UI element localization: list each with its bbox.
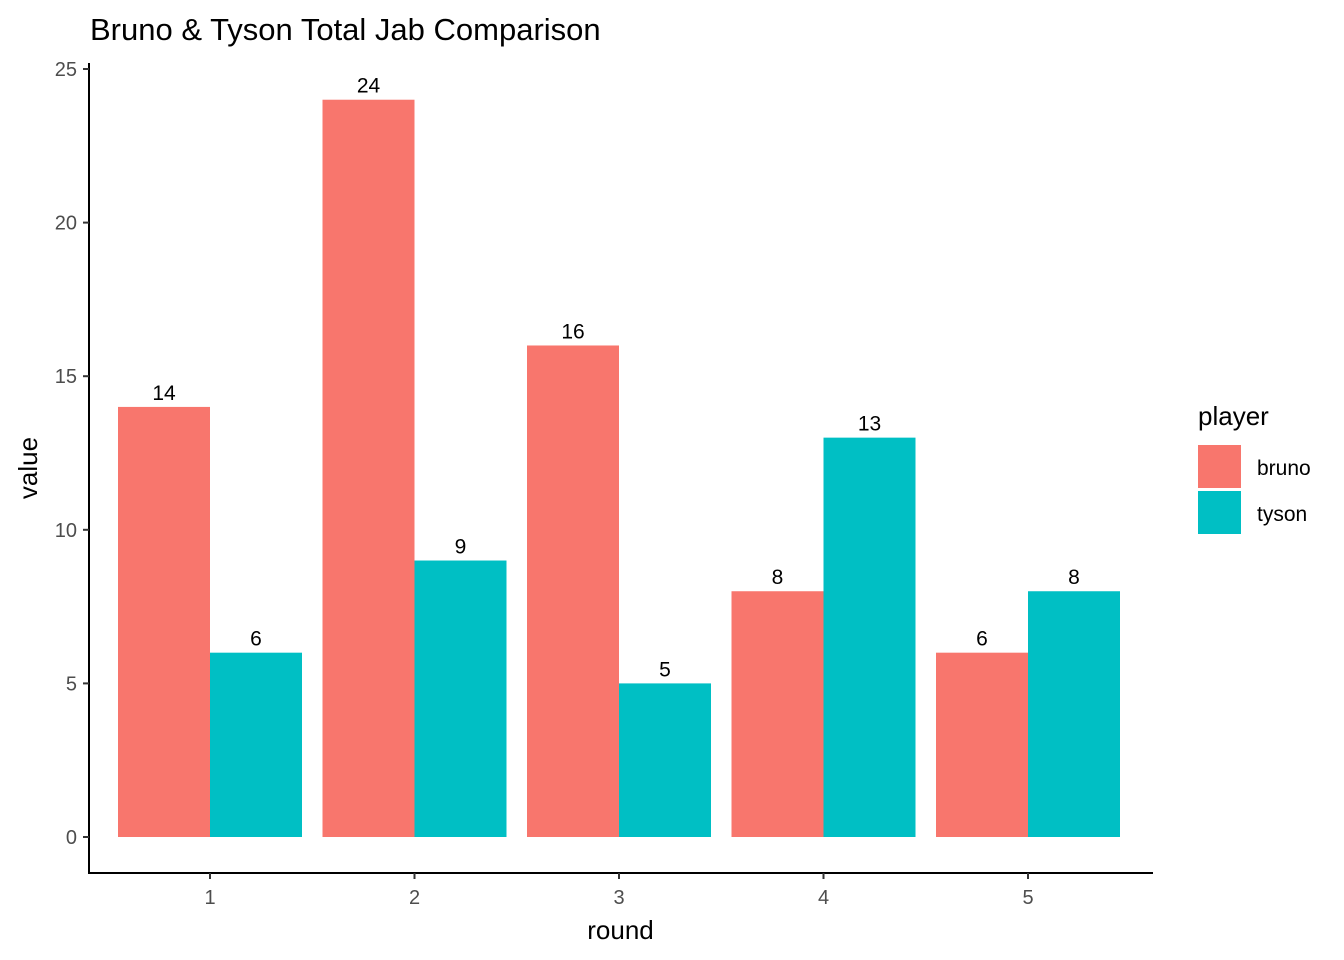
legend-swatch-tyson bbox=[1198, 491, 1241, 534]
y-axis-ticks: 0 5 10 15 20 25 bbox=[55, 59, 89, 849]
y-tick-label: 5 bbox=[66, 673, 77, 695]
bar-label-tyson-round-3: 5 bbox=[659, 658, 671, 681]
legend-items: bruno tyson bbox=[1198, 445, 1311, 534]
bar-bruno-round-3 bbox=[527, 345, 619, 837]
y-tick-label: 0 bbox=[66, 827, 77, 849]
y-tick-label: 10 bbox=[55, 520, 77, 542]
bar-tyson-round-2 bbox=[414, 560, 507, 837]
x-tick-label: 5 bbox=[1022, 887, 1033, 909]
x-tick-label: 4 bbox=[818, 887, 829, 909]
bar-bruno-round-5 bbox=[936, 652, 1028, 837]
x-axis-title: round bbox=[587, 915, 654, 945]
legend-label-tyson: tyson bbox=[1257, 503, 1307, 526]
chart-title: Bruno & Tyson Total Jab Comparison bbox=[90, 12, 601, 47]
y-axis-title: value bbox=[13, 437, 43, 499]
bar-labels-layer: 14 6 24 9 16 5 8 13 6 8 bbox=[152, 75, 1080, 682]
x-tick-label: 2 bbox=[409, 887, 420, 909]
bar-label-tyson-round-5: 8 bbox=[1068, 566, 1080, 589]
legend-swatch-bruno bbox=[1198, 445, 1241, 488]
bar-bruno-round-4 bbox=[731, 591, 824, 837]
bar-label-tyson-round-2: 9 bbox=[455, 536, 467, 559]
legend-title: player bbox=[1198, 401, 1269, 431]
bar-label-bruno-round-4: 8 bbox=[772, 566, 784, 589]
y-tick-label: 25 bbox=[55, 59, 77, 81]
bar-label-bruno-round-3: 16 bbox=[561, 320, 584, 343]
bar-tyson-round-1 bbox=[210, 652, 302, 837]
legend-label-bruno: bruno bbox=[1257, 457, 1311, 480]
bar-label-bruno-round-5: 6 bbox=[976, 628, 988, 651]
x-tick-label: 3 bbox=[613, 887, 624, 909]
bar-tyson-round-3 bbox=[619, 683, 711, 837]
y-tick-label: 15 bbox=[55, 366, 77, 388]
y-tick-label: 20 bbox=[55, 213, 77, 235]
legend: player bruno tyson bbox=[1198, 401, 1311, 534]
bars-layer bbox=[118, 99, 1120, 838]
bar-tyson-round-5 bbox=[1028, 591, 1120, 837]
bar-tyson-round-4 bbox=[823, 437, 916, 837]
bar-bruno-round-1 bbox=[118, 406, 210, 837]
x-axis-ticks: 1 2 3 4 5 bbox=[204, 873, 1034, 909]
bar-label-bruno-round-1: 14 bbox=[152, 382, 176, 405]
bar-bruno-round-2 bbox=[322, 99, 415, 838]
bar-label-bruno-round-2: 24 bbox=[357, 75, 381, 98]
x-tick-label: 1 bbox=[204, 887, 215, 909]
bar-label-tyson-round-4: 13 bbox=[858, 413, 881, 436]
bar-label-tyson-round-1: 6 bbox=[250, 628, 262, 651]
